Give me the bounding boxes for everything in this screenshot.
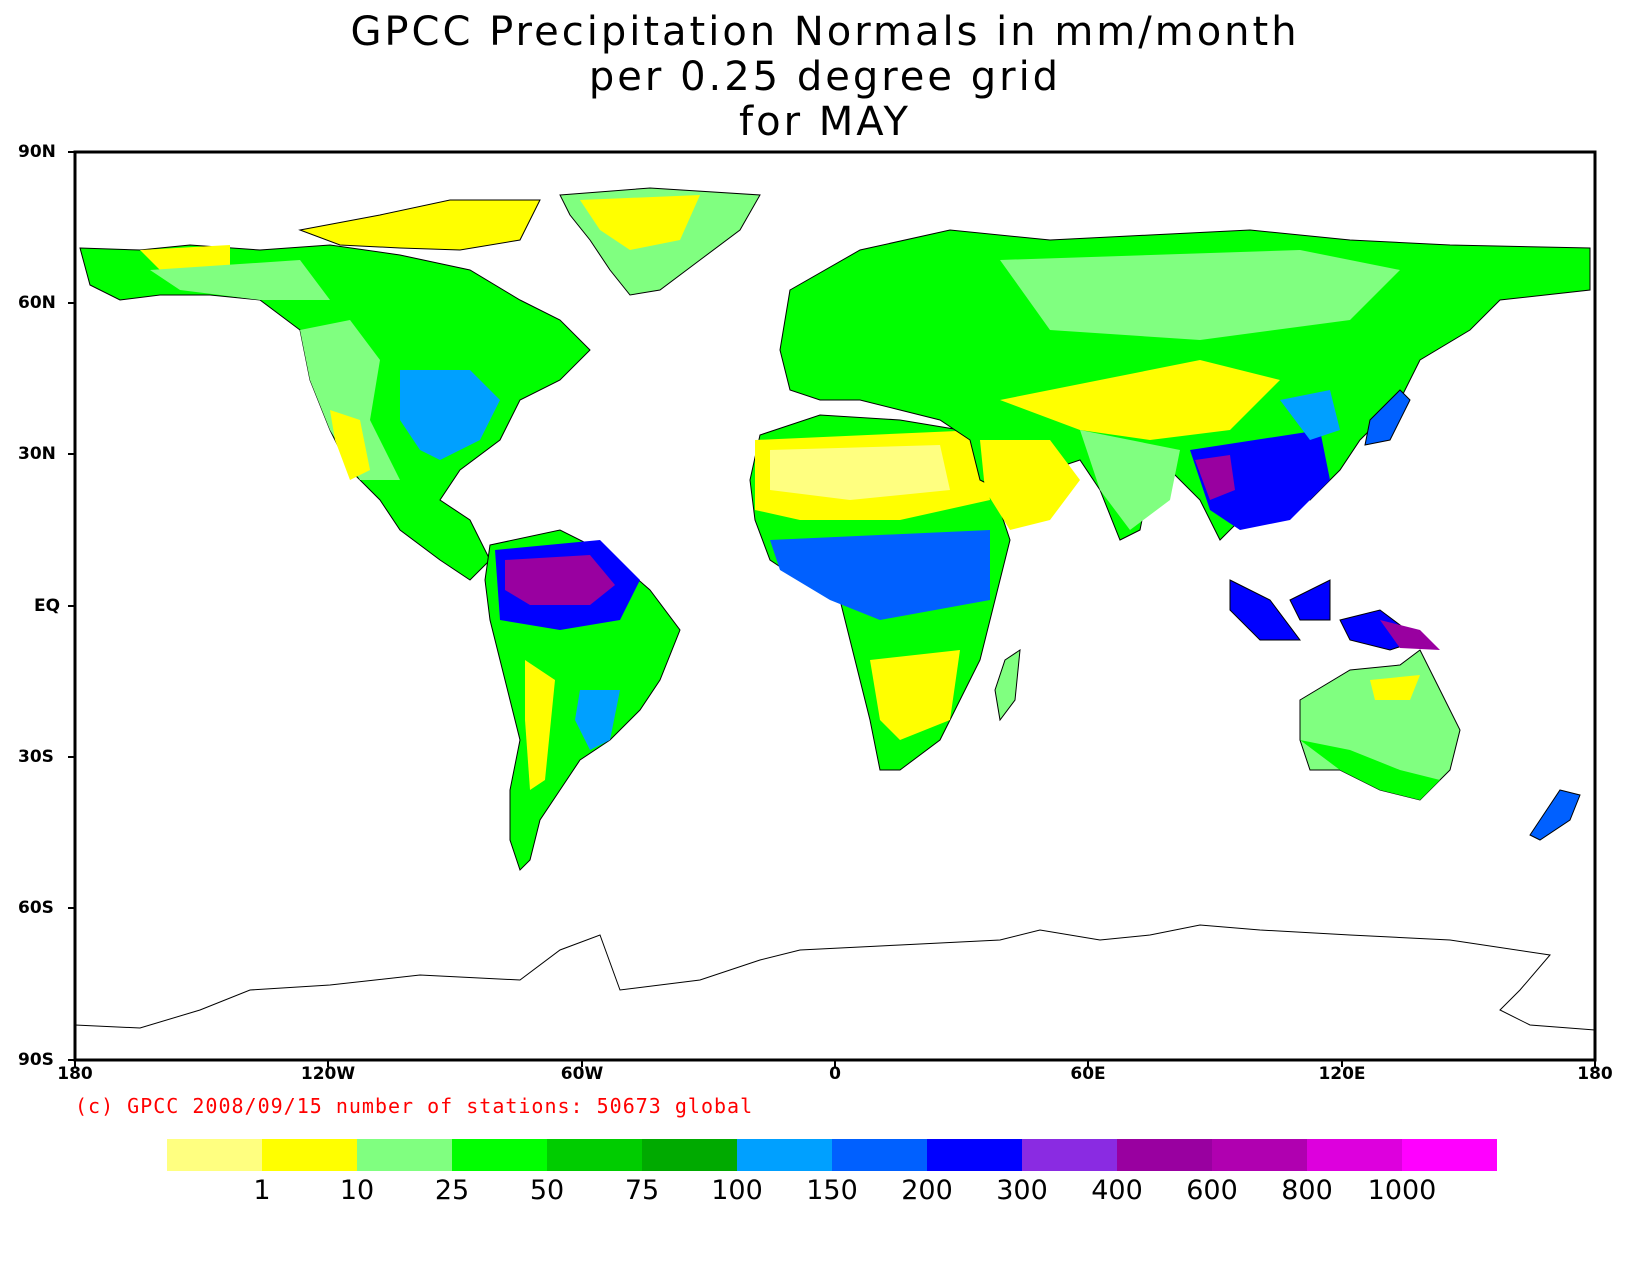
colorbar-swatch — [737, 1139, 832, 1171]
south-asia-light — [1080, 430, 1180, 530]
colorbar-label: 10 — [339, 1175, 375, 1206]
new-guinea-purple — [1380, 620, 1440, 650]
north-america-dry-west — [300, 320, 400, 480]
lon-label-180e: 180 — [1577, 1064, 1613, 1084]
lon-label-60w: 60W — [560, 1064, 604, 1084]
colorbar-label: 50 — [529, 1175, 565, 1206]
colorbar-swatch — [1402, 1139, 1497, 1171]
title-line-3: for MAY — [739, 99, 911, 145]
colorbar-swatch — [1022, 1139, 1117, 1171]
lat-label-60s: 60S — [18, 898, 54, 918]
credit-text: (c) GPCC 2008/09/15 number of stations: … — [75, 1094, 754, 1118]
colorbar-label: 75 — [624, 1175, 660, 1206]
colorbar-swatch — [1117, 1139, 1212, 1171]
lon-ticks — [74, 1060, 1596, 1067]
north-america-yellow-sw — [330, 410, 370, 480]
greenland-yellow — [580, 195, 700, 250]
colorbar-swatch — [547, 1139, 642, 1171]
colorbar-label: 600 — [1186, 1175, 1238, 1206]
lat-label-60n: 60N — [18, 293, 56, 313]
colorbar-swatch — [927, 1139, 1022, 1171]
lat-label-30s: 30S — [18, 747, 54, 767]
colorbar-label: 1000 — [1367, 1175, 1437, 1206]
colorbar-swatch — [357, 1139, 452, 1171]
colorbar-label: 800 — [1281, 1175, 1333, 1206]
lon-label-60e: 60E — [1070, 1064, 1106, 1084]
north-america-arctic-yellow — [140, 245, 230, 270]
siberia-light — [1000, 250, 1400, 340]
south-america-west-yellow — [525, 660, 555, 790]
colorbar-swatch — [642, 1139, 737, 1171]
north-america-east-wet — [400, 370, 500, 460]
east-asia-light-blue — [1280, 390, 1340, 440]
lon-label-0: 0 — [829, 1064, 841, 1084]
colorbar-label: 400 — [1091, 1175, 1143, 1206]
arctic-islands — [298, 199, 541, 251]
lat-label-90n: 90N — [18, 142, 56, 162]
lon-label-120e: 120E — [1318, 1064, 1366, 1084]
amazon-purple — [505, 555, 615, 605]
colorbar-label: 25 — [434, 1175, 470, 1206]
central-asia-yellow — [1000, 360, 1280, 440]
arabia-yellow — [980, 440, 1080, 530]
lon-label-120w: 120W — [300, 1064, 356, 1084]
lon-label-180w: 180 — [57, 1064, 93, 1084]
colorbar-swatch — [1307, 1139, 1402, 1171]
antarctica-outline — [75, 924, 1595, 1031]
sahara-core — [770, 445, 950, 500]
lat-label-30n: 30N — [18, 444, 56, 464]
south-america-east-blue — [575, 690, 620, 750]
madagascar — [994, 648, 1021, 722]
colorbar-swatch — [1212, 1139, 1307, 1171]
colorbar-label: 200 — [901, 1175, 953, 1206]
colorbar-swatch — [167, 1139, 262, 1171]
bay-of-bengal-purple — [1195, 455, 1235, 500]
colorbar-label: 150 — [806, 1175, 858, 1206]
lat-label-eq: EQ — [34, 596, 61, 616]
lat-label-90s: 90S — [18, 1050, 54, 1070]
southeast-asia-blue — [1190, 430, 1330, 530]
canada-north-light — [150, 260, 330, 300]
australia-green-rim — [1300, 740, 1450, 800]
indonesia-islands — [1229, 579, 1422, 651]
southern-africa-yellow — [870, 650, 960, 740]
title-line-1: GPCC Precipitation Normals in mm/month — [350, 9, 1300, 55]
colorbar-label: 300 — [996, 1175, 1048, 1206]
lat-ticks — [68, 151, 75, 1061]
colorbar-swatch — [832, 1139, 927, 1171]
colorbar-label: 1 — [253, 1175, 271, 1206]
japan — [1364, 389, 1411, 446]
australia-yellow — [1370, 675, 1420, 700]
africa-equatorial-blue — [770, 530, 990, 620]
title-line-2: per 0.25 degree grid — [588, 54, 1062, 100]
colorbar-swatch — [452, 1139, 547, 1171]
colorbar-swatch — [262, 1139, 357, 1171]
new-zealand — [1529, 789, 1581, 841]
colorbar-label: 100 — [711, 1175, 763, 1206]
